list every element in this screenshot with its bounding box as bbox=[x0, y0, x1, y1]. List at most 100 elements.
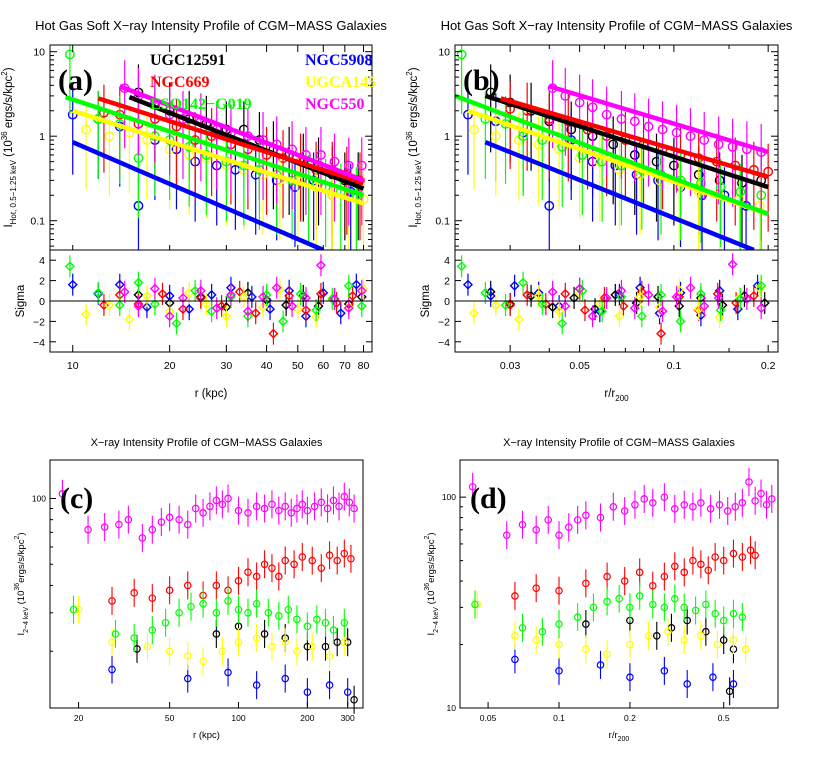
data-point bbox=[511, 655, 519, 664]
data-point bbox=[191, 504, 200, 513]
data-point bbox=[303, 642, 312, 651]
data-point bbox=[165, 647, 174, 656]
data-point bbox=[187, 602, 195, 611]
y-axis-label-pre: (10 bbox=[426, 591, 437, 607]
data-point bbox=[183, 652, 192, 660]
y-tick-label: 1 bbox=[39, 131, 45, 143]
data-point bbox=[281, 556, 290, 565]
data-point bbox=[175, 608, 183, 617]
data-point bbox=[670, 594, 679, 603]
fit-line bbox=[455, 93, 769, 217]
data-point bbox=[148, 525, 157, 534]
data-point bbox=[555, 531, 563, 539]
residual-y-tick-label: −4 bbox=[438, 337, 450, 349]
y-axis-label-main: I bbox=[3, 224, 15, 227]
x-tick-label: 0.5 bbox=[718, 713, 730, 723]
residual-point bbox=[509, 280, 520, 291]
data-point bbox=[234, 605, 243, 614]
data-point bbox=[329, 156, 340, 167]
data-point bbox=[130, 634, 138, 642]
data-point bbox=[333, 556, 342, 565]
data-point bbox=[469, 124, 479, 135]
residual-y-tick-label: −2 bbox=[33, 316, 45, 328]
residual-point bbox=[93, 287, 104, 298]
residual-point bbox=[234, 286, 245, 297]
data-point bbox=[757, 489, 765, 498]
residual-point bbox=[278, 316, 289, 327]
y-axis-label-pre: (10 bbox=[408, 140, 420, 160]
chart-title: X−ray Intensity Profile of CGM−MASS Gala… bbox=[91, 437, 323, 449]
data-point bbox=[635, 592, 644, 600]
data-point bbox=[252, 502, 261, 511]
data-point bbox=[609, 502, 618, 511]
residual-point bbox=[311, 312, 322, 323]
data-point bbox=[738, 498, 747, 507]
data-points bbox=[64, 45, 369, 250]
residual-y-axis-label: Sigma bbox=[15, 284, 27, 317]
data-point bbox=[468, 482, 477, 491]
residual-point bbox=[699, 301, 710, 312]
data-point bbox=[264, 608, 273, 617]
residual-point bbox=[225, 289, 236, 300]
data-point bbox=[350, 504, 358, 513]
data-point bbox=[704, 566, 713, 575]
data-point bbox=[502, 531, 511, 539]
residual-point bbox=[124, 314, 135, 325]
data-point bbox=[165, 513, 174, 522]
residual-point bbox=[356, 285, 367, 296]
data-point bbox=[157, 518, 166, 526]
residual-point bbox=[177, 292, 188, 303]
data-point bbox=[603, 572, 611, 581]
data-point bbox=[183, 520, 192, 529]
data-point bbox=[626, 603, 634, 612]
data-point bbox=[310, 502, 319, 511]
residual-point bbox=[695, 288, 706, 299]
residual-point bbox=[735, 293, 746, 304]
data-point bbox=[325, 551, 334, 560]
data-point bbox=[657, 124, 668, 135]
data-point bbox=[564, 523, 573, 532]
y-axis-label-sup2: 2 bbox=[424, 536, 431, 540]
data-point bbox=[648, 498, 657, 507]
y-tick-label: 100 bbox=[32, 493, 46, 503]
data-point bbox=[518, 624, 527, 632]
data-point bbox=[544, 516, 553, 524]
data-point bbox=[626, 640, 634, 649]
data-point bbox=[670, 562, 679, 571]
y-axis-label-post: ) bbox=[3, 67, 15, 71]
residual-point bbox=[195, 292, 206, 303]
y-axis-label-sub: 2−4 keV bbox=[433, 607, 440, 633]
data-point bbox=[473, 600, 482, 609]
residual-point bbox=[64, 261, 75, 272]
data-point bbox=[81, 124, 91, 135]
data-point bbox=[555, 620, 563, 628]
x-axis-label-main: r/r bbox=[609, 730, 618, 741]
data-point bbox=[738, 613, 747, 621]
residual-point bbox=[284, 290, 295, 301]
residual-point bbox=[490, 300, 501, 311]
residual-point bbox=[614, 311, 625, 322]
residual-point bbox=[656, 289, 667, 300]
data-point bbox=[308, 556, 317, 565]
data-point bbox=[670, 505, 679, 513]
data-point bbox=[329, 626, 338, 634]
x-tick-label: 20 bbox=[74, 713, 84, 723]
y-axis-label-mid: ergs/s/kpc bbox=[16, 539, 27, 583]
data-point bbox=[615, 594, 623, 603]
y-axis-label-main: I bbox=[426, 633, 437, 636]
y-tick-label: 1 bbox=[444, 131, 450, 143]
data-point bbox=[165, 586, 174, 595]
residual-point bbox=[343, 303, 354, 314]
data-point bbox=[218, 647, 227, 656]
residual-point bbox=[533, 290, 544, 301]
residual-point bbox=[513, 314, 524, 325]
residual-point bbox=[211, 303, 222, 314]
residual-point bbox=[713, 292, 724, 303]
data-point bbox=[281, 638, 290, 647]
y-axis-label-mid: ergs/s/kpc bbox=[3, 75, 15, 131]
data-point bbox=[729, 636, 738, 644]
x-axis-label-main: r (kpc) bbox=[193, 730, 220, 741]
residual-point bbox=[335, 308, 346, 319]
residual-point bbox=[657, 306, 668, 317]
